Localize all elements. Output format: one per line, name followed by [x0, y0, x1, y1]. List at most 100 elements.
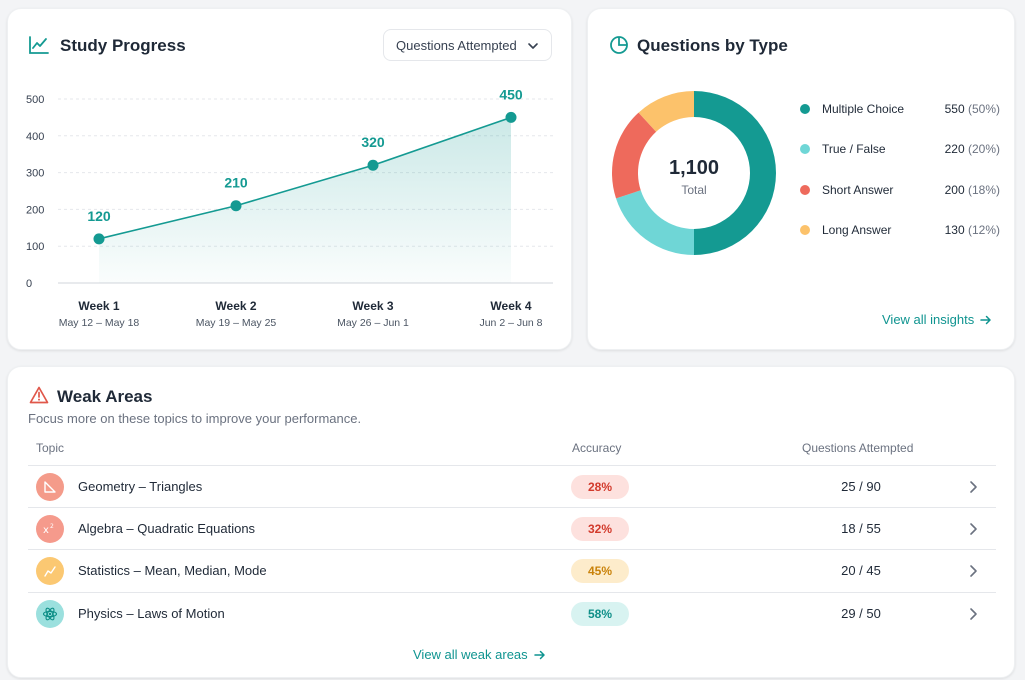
x-tick-sublabel: Jun 2 – Jun 8: [479, 317, 542, 329]
legend-value: 220 (20%): [945, 142, 1000, 156]
view-all-insights-label: View all insights: [882, 312, 975, 327]
legend-value: 130 (12%): [945, 223, 1000, 237]
y-tick-label: 400: [26, 131, 44, 143]
chevron-down-icon: [528, 43, 538, 49]
legend-item: True / False 220 (20%): [800, 139, 1000, 159]
x-tick-label: Week 2: [215, 299, 256, 313]
y-tick-label: 200: [26, 204, 44, 216]
study-progress-chart: 0 100 200 300 400 500 120 Week 1 May 12 – May 18…: [26, 86, 553, 329]
x-tick-sublabel: May 12 – May 18: [59, 317, 140, 329]
legend-item: Short Answer 200 (18%): [800, 180, 1000, 200]
legend-percent: (18%): [967, 183, 1000, 197]
data-point[interactable]: [505, 111, 517, 123]
column-header-topic: Topic: [36, 441, 65, 455]
table-row[interactable]: x 2 Algebra – Quadratic Equations 32% 18 / 5…: [28, 507, 996, 549]
y-tick-label: 100: [26, 241, 44, 253]
donut-center-value: 1,100: [668, 157, 720, 179]
data-label: 210: [224, 175, 248, 191]
questions-by-type-title: Questions by Type: [637, 36, 788, 55]
topic-name: Algebra – Quadratic Equations: [78, 521, 256, 536]
accuracy-badge: 28%: [571, 475, 629, 499]
arrow-right-icon: [533, 650, 545, 659]
chevron-right-icon[interactable]: [968, 480, 978, 494]
table-row[interactable]: Geometry – Triangles 28% 25 / 90: [28, 465, 996, 507]
metric-dropdown[interactable]: Questions Attempted: [383, 29, 552, 61]
data-label: 120: [87, 208, 111, 224]
data-label: 320: [361, 134, 385, 150]
topic-name: Geometry – Triangles: [78, 479, 203, 494]
questions-attempted-value: 25 / 90: [841, 479, 881, 494]
svg-text:2: 2: [50, 523, 54, 530]
weak-areas-title: Weak Areas: [57, 387, 153, 406]
donut-slice[interactable]: [612, 112, 657, 199]
accuracy-badge: 32%: [571, 517, 629, 541]
legend-label: Long Answer: [822, 223, 892, 237]
data-point[interactable]: [230, 200, 242, 212]
weak-areas-card: Weak Areas Focus more on these topics to…: [7, 366, 1015, 678]
x-tick-label: Week 4: [490, 299, 531, 313]
dropdown-selected-value: Questions Attempted: [396, 37, 517, 53]
series-area: [99, 117, 511, 284]
x-tick-sublabel: May 19 – May 25: [196, 317, 277, 329]
legend-percent: (50%): [967, 102, 1000, 116]
data-point[interactable]: [367, 159, 379, 171]
series-line: [98, 116, 512, 240]
questions-attempted-value: 29 / 50: [841, 606, 881, 621]
y-tick-label: 0: [26, 278, 32, 290]
legend-label: Short Answer: [822, 183, 894, 197]
donut-slice[interactable]: [694, 91, 776, 255]
view-all-insights-link[interactable]: View all insights: [882, 312, 992, 327]
arrow-right-icon: [980, 315, 992, 324]
donut-chart: [612, 91, 776, 255]
table-row[interactable]: Physics – Laws of Motion 58% 29 / 50: [28, 592, 996, 634]
chevron-right-icon[interactable]: [968, 607, 978, 621]
atom-icon: [36, 600, 64, 628]
y-tick-label: 500: [26, 94, 44, 106]
weak-areas-subtitle: Focus more on these topics to improve yo…: [28, 411, 362, 426]
chevron-right-icon[interactable]: [968, 564, 978, 578]
legend-count: 130: [944, 223, 965, 237]
x-tick-label: Week 1: [78, 299, 119, 313]
trend-line-icon: [29, 36, 49, 54]
chart-icon: [36, 557, 64, 585]
donut-center-label: Total: [681, 183, 707, 197]
table-row[interactable]: Statistics – Mean, Median, Mode 45% 20 / 4…: [28, 549, 996, 591]
legend-item: Multiple Choice 550 (50%): [800, 99, 1000, 119]
donut-slice[interactable]: [638, 91, 694, 132]
pie-chart-icon: [610, 36, 628, 54]
legend-value: 200 (18%): [945, 183, 1000, 197]
x-tick-label: Week 3: [352, 299, 393, 313]
study-progress-card: Study Progress Questions Attempted 0 100 2…: [7, 8, 572, 350]
legend-count: 550: [944, 102, 965, 116]
accuracy-badge: 45%: [571, 559, 629, 583]
questions-attempted-value: 20 / 45: [841, 563, 881, 578]
chevron-right-icon[interactable]: [968, 522, 978, 536]
warning-icon: [29, 386, 49, 404]
data-label: 450: [499, 86, 523, 102]
topic-name: Statistics – Mean, Median, Mode: [78, 563, 267, 578]
legend-item: Long Answer 130 (12%): [800, 220, 1000, 240]
legend-percent: (20%): [967, 142, 1000, 156]
legend-count: 220: [944, 142, 965, 156]
accuracy-badge: 58%: [571, 602, 629, 626]
donut-slice[interactable]: [616, 190, 694, 255]
legend-count: 200: [944, 183, 965, 197]
data-point[interactable]: [93, 233, 105, 245]
legend-label: Multiple Choice: [822, 102, 905, 116]
x-tick-sublabel: May 26 – Jun 1: [337, 317, 409, 329]
triangle-icon: [36, 473, 64, 501]
questions-by-type-card: Questions by Type 1,100 Total Multiple C…: [587, 8, 1015, 350]
svg-text:x: x: [43, 525, 49, 536]
legend-swatch: [800, 144, 810, 154]
legend-percent: (12%): [967, 223, 1000, 237]
view-all-weak-areas-label: View all weak areas: [413, 647, 528, 662]
legend-swatch: [800, 104, 810, 114]
legend-value: 550 (50%): [945, 102, 1000, 116]
view-all-weak-areas-link[interactable]: View all weak areas: [413, 647, 546, 662]
column-header-accuracy: Accuracy: [572, 441, 622, 455]
study-progress-title: Study Progress: [60, 36, 186, 55]
column-header-questions-attempted: Questions Attempted: [802, 441, 914, 455]
legend-label: True / False: [822, 142, 886, 156]
topic-name: Physics – Laws of Motion: [78, 606, 225, 621]
